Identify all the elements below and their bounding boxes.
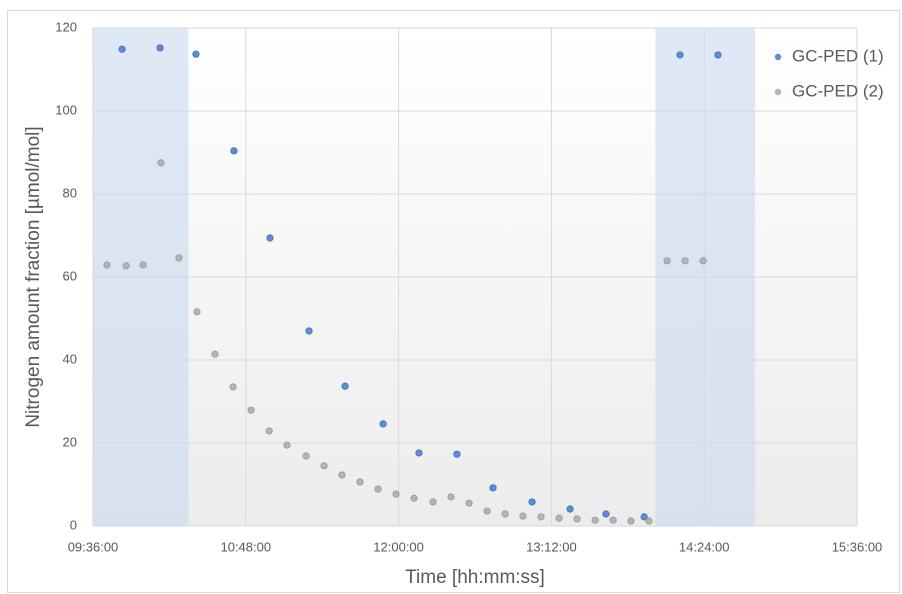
data-point <box>573 515 581 523</box>
x-tick-label: 14:24:00 <box>679 539 730 554</box>
y-tick-label: 20 <box>63 434 77 449</box>
data-point <box>714 51 722 59</box>
data-point <box>374 485 382 493</box>
data-point <box>283 441 291 449</box>
data-point <box>591 516 599 524</box>
data-point <box>103 261 111 269</box>
x-tick-label: 09:36:00 <box>68 539 119 554</box>
y-tick-label: 60 <box>63 268 77 283</box>
data-point <box>305 327 313 335</box>
data-point <box>501 510 509 518</box>
legend-marker <box>774 88 782 96</box>
data-point <box>302 452 310 460</box>
y-tick-label: 80 <box>63 185 77 200</box>
data-point <box>192 50 200 58</box>
data-point <box>699 257 707 265</box>
data-point <box>229 383 237 391</box>
data-point <box>265 427 273 435</box>
data-point <box>266 234 274 242</box>
shaded-range <box>655 28 756 526</box>
data-point <box>483 507 491 515</box>
x-axis-title: Time [hh:mm:ss] <box>405 567 545 588</box>
data-point <box>379 420 387 428</box>
data-point <box>410 494 418 502</box>
data-point <box>528 498 536 506</box>
shaded-range <box>93 28 189 526</box>
data-point <box>320 462 328 470</box>
x-tick-label: 13:12:00 <box>526 539 577 554</box>
data-point <box>122 262 130 270</box>
data-point <box>555 514 563 522</box>
data-point <box>627 517 635 525</box>
data-point <box>447 493 455 501</box>
data-point <box>602 510 610 518</box>
data-point <box>519 512 527 520</box>
data-point <box>392 490 400 498</box>
data-point <box>157 159 165 167</box>
x-tick-label: 10:48:00 <box>220 539 271 554</box>
y-axis-title: Nitrogen amount fraction [µmol/mol] <box>23 126 44 427</box>
y-tick-label: 0 <box>70 517 77 532</box>
legend-label: GC-PED (1) <box>792 46 884 65</box>
data-point <box>609 516 617 524</box>
data-point <box>247 406 255 414</box>
data-point <box>453 450 461 458</box>
data-point <box>139 261 147 269</box>
legend-label: GC-PED (2) <box>792 81 884 100</box>
data-point <box>356 478 364 486</box>
y-tick-label: 120 <box>55 19 77 34</box>
data-point <box>415 449 423 457</box>
data-point <box>175 254 183 262</box>
data-point <box>341 382 349 390</box>
data-point <box>211 350 219 358</box>
data-point <box>489 484 497 492</box>
legend-marker <box>774 53 782 61</box>
data-point <box>681 257 689 265</box>
data-point <box>537 513 545 521</box>
data-point <box>465 499 473 507</box>
data-point <box>118 45 126 53</box>
data-point <box>156 44 164 52</box>
data-point <box>230 147 238 155</box>
data-point <box>338 471 346 479</box>
data-point <box>640 513 648 521</box>
data-point <box>193 308 201 316</box>
x-tick-label: 12:00:00 <box>373 539 424 554</box>
y-tick-label: 100 <box>55 102 77 117</box>
data-point <box>676 51 684 59</box>
y-tick-label: 40 <box>63 351 77 366</box>
data-point <box>663 257 671 265</box>
data-point <box>429 498 437 506</box>
x-tick-label: 15:36:00 <box>832 539 883 554</box>
data-point <box>566 505 574 513</box>
data-point <box>645 517 653 525</box>
